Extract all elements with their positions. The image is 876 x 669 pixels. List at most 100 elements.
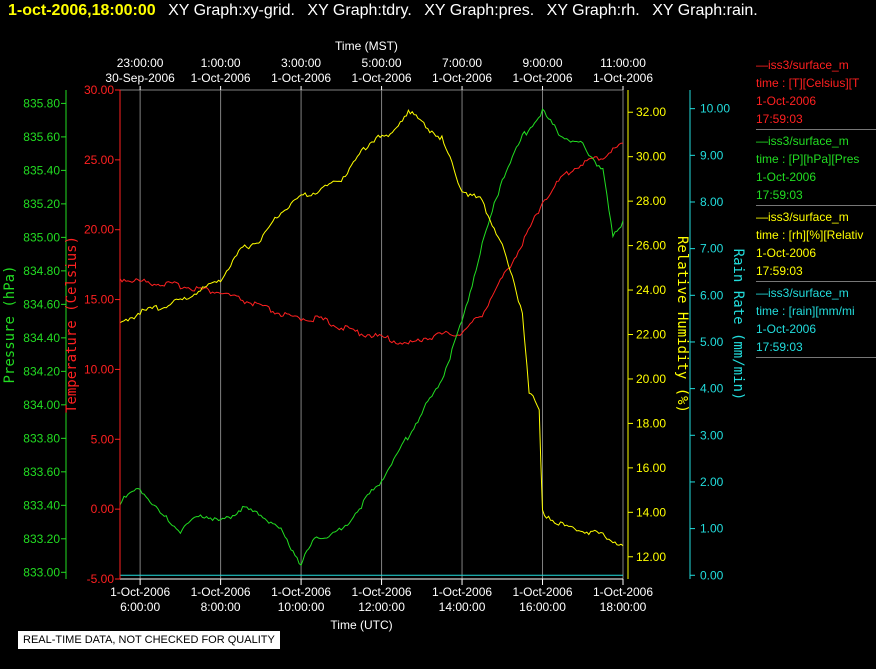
x-top-tick-label-date: 1-Oct-2006 — [191, 71, 251, 85]
y-tick-label-rh: 26.00 — [636, 239, 666, 253]
x-top-tick-label-date: 1-Oct-2006 — [271, 71, 331, 85]
legend-time: 17:59:03 — [756, 340, 803, 354]
y-tick-label-rh: 12.00 — [636, 550, 666, 564]
y-tick-label-rh: 30.00 — [636, 150, 666, 164]
x-tick-label-date: 1-Oct-2006 — [110, 585, 170, 599]
y-tick-label-rh: 16.00 — [636, 461, 666, 475]
y-tick-label-tdry: 20.00 — [84, 223, 114, 237]
y-tick-label-pres: 834.60 — [23, 297, 60, 311]
header: 1-oct-2006,18:00:00 XY Graph:xy-grid. XY… — [8, 2, 758, 20]
y-tick-label-rh: 28.00 — [636, 194, 666, 208]
legend-entry-pres[interactable]: —iss3/surface_m time : [P][hPa][Pres 1-O… — [756, 132, 876, 206]
x-top-tick-label-date: 1-Oct-2006 — [593, 71, 653, 85]
y-tick-label-rain: 0.00 — [700, 568, 724, 582]
y-tick-label-rain: 9.00 — [700, 148, 724, 162]
y-tick-label-pres: 835.00 — [23, 230, 60, 244]
x-top-tick-label-date: 30-Sep-2006 — [105, 71, 175, 85]
y-tick-label-rain: 8.00 — [700, 195, 724, 209]
y-tick-label-rh: 22.00 — [636, 328, 666, 342]
y-axis-title-rain: Rain Rate (mm/min) — [730, 249, 746, 401]
legend-fields: time : [rain][mm/mi — [756, 304, 855, 318]
y-tick-label-tdry: 15.00 — [84, 293, 114, 307]
y-tick-label-pres: 834.20 — [23, 364, 60, 378]
legend-date: 1-Oct-2006 — [756, 170, 817, 184]
series-line-rh — [119, 108, 624, 547]
y-tick-label-pres: 835.20 — [23, 197, 60, 211]
y-tick-label-rain: 2.00 — [700, 475, 724, 489]
legend-time: 17:59:03 — [756, 264, 803, 278]
y-tick-label-pres: 834.80 — [23, 264, 60, 278]
y-tick-label-rain: 5.00 — [700, 335, 724, 349]
graph-tab-xy-grid[interactable]: XY Graph:xy-grid. — [168, 2, 295, 19]
legend-fields: time : [P][hPa][Pres — [756, 152, 860, 166]
x-top-tick-label-time: 1:00:00 — [201, 56, 241, 70]
legend-name: —iss3/surface_m — [756, 134, 849, 148]
x-top-tick-label-time: 11:00:00 — [600, 56, 646, 70]
graph-tab-tdry[interactable]: XY Graph:tdry. — [307, 2, 412, 19]
quality-warning: REAL-TIME DATA, NOT CHECKED FOR QUALITY — [18, 631, 280, 649]
x-tick-label-date: 1-Oct-2006 — [513, 585, 573, 599]
x-tick-label-time: 14:00:00 — [439, 600, 486, 614]
x-axis-label-mst: Time (MST) — [335, 39, 398, 53]
x-tick-label-time: 18:00:00 — [600, 600, 647, 614]
x-top-tick-label-time: 5:00:00 — [362, 56, 402, 70]
legend-name: —iss3/surface_m — [756, 58, 849, 72]
y-tick-label-rh: 24.00 — [636, 283, 666, 297]
graph-tab-rain[interactable]: XY Graph:rain. — [652, 2, 758, 19]
y-tick-label-pres: 833.80 — [23, 431, 60, 445]
y-tick-label-rain: 4.00 — [700, 382, 724, 396]
series-layer — [119, 108, 624, 576]
x-top-tick-label-time: 23:00:00 — [117, 56, 164, 70]
legend-date: 1-Oct-2006 — [756, 246, 817, 260]
y-tick-label-rh: 18.00 — [636, 416, 666, 430]
x-tick-label-date: 1-Oct-2006 — [191, 585, 251, 599]
x-tick-label-date: 1-Oct-2006 — [271, 585, 331, 599]
series-line-tdry — [119, 142, 624, 345]
y-tick-label-pres: 834.00 — [23, 398, 60, 412]
legend-time: 17:59:03 — [756, 188, 803, 202]
legend-time: 17:59:03 — [756, 112, 803, 126]
y-tick-label-tdry: 0.00 — [91, 502, 115, 516]
x-tick-label-time: 10:00:00 — [278, 600, 325, 614]
y-tick-label-pres: 834.40 — [23, 331, 60, 345]
x-tick-label-time: 6:00:00 — [120, 600, 160, 614]
y-tick-label-tdry: -5.00 — [87, 572, 115, 586]
legend-fields: time : [rh][%][Relativ — [756, 228, 864, 242]
x-tick-label-time: 12:00:00 — [358, 600, 405, 614]
y-tick-label-pres: 835.80 — [23, 96, 60, 110]
y-tick-label-tdry: 5.00 — [91, 432, 115, 446]
legend-entry-rain[interactable]: —iss3/surface_m time : [rain][mm/mi 1-Oc… — [756, 284, 876, 358]
legend-fields: time : [T][Celsius][T — [756, 76, 860, 90]
legend-entry-rh[interactable]: —iss3/surface_m time : [rh][%][Relativ 1… — [756, 208, 876, 282]
legend-date: 1-Oct-2006 — [756, 94, 817, 108]
y-tick-label-pres: 833.60 — [23, 465, 60, 479]
graph-tab-pres[interactable]: XY Graph:pres. — [424, 2, 535, 19]
legend-name: —iss3/surface_m — [756, 286, 849, 300]
y-axis-title-rh: Relative Humidity (%) — [674, 236, 690, 413]
y-tick-label-rh: 32.00 — [636, 105, 666, 119]
y-tick-label-rain: 6.00 — [700, 288, 724, 302]
axes: 1-Oct-20066:00:001-Oct-20068:00:001-Oct-… — [2, 39, 746, 632]
y-tick-label-tdry: 10.00 — [84, 362, 114, 376]
y-tick-label-tdry: 30.00 — [84, 83, 114, 97]
x-top-tick-label-time: 3:00:00 — [281, 56, 321, 70]
y-tick-label-rain: 7.00 — [700, 242, 724, 256]
legend-entry-tdry[interactable]: —iss3/surface_m time : [T][Celsius][T 1-… — [756, 56, 876, 130]
y-tick-label-rh: 14.00 — [636, 505, 666, 519]
y-axis-title-tdry: Temperature (Celsius) — [64, 236, 80, 413]
legend: —iss3/surface_m time : [T][Celsius][T 1-… — [756, 56, 876, 360]
y-tick-label-pres: 833.20 — [23, 532, 60, 546]
y-tick-label-rh: 20.00 — [636, 372, 666, 386]
x-top-tick-label-time: 9:00:00 — [522, 56, 562, 70]
graph-tab-rh[interactable]: XY Graph:rh. — [546, 2, 640, 19]
x-top-tick-label-date: 1-Oct-2006 — [432, 71, 492, 85]
series-line-pres — [119, 108, 624, 567]
y-axis-title-pres: Pressure (hPa) — [2, 265, 18, 383]
y-tick-label-pres: 835.60 — [23, 130, 60, 144]
x-top-tick-label-time: 7:00:00 — [442, 56, 482, 70]
x-top-tick-label-date: 1-Oct-2006 — [352, 71, 412, 85]
y-tick-label-pres: 835.40 — [23, 163, 60, 177]
timestamp: 1-oct-2006,18:00:00 — [8, 2, 156, 19]
x-top-tick-label-date: 1-Oct-2006 — [513, 71, 573, 85]
